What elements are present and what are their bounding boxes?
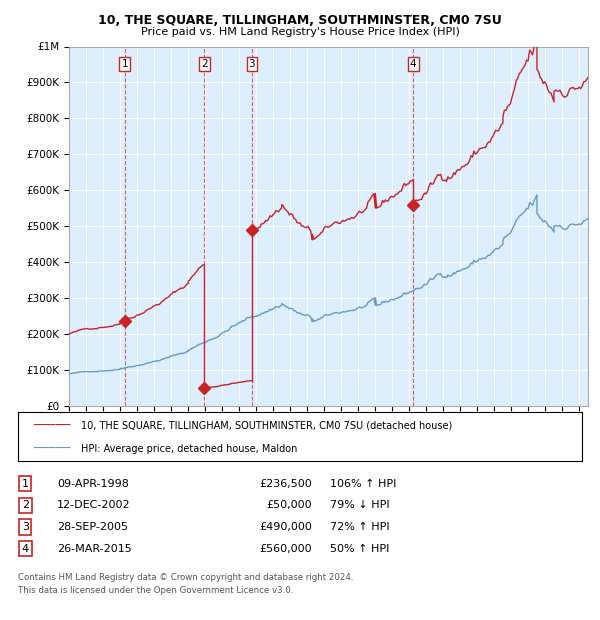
Text: 2: 2 (201, 59, 208, 69)
Text: 10, THE SQUARE, TILLINGHAM, SOUTHMINSTER, CM0 7SU: 10, THE SQUARE, TILLINGHAM, SOUTHMINSTER… (98, 14, 502, 27)
Text: 2: 2 (22, 500, 29, 510)
Text: £50,000: £50,000 (266, 500, 312, 510)
Text: £490,000: £490,000 (259, 522, 312, 532)
Text: 12-DEC-2002: 12-DEC-2002 (57, 500, 131, 510)
Text: HPI: Average price, detached house, Maldon: HPI: Average price, detached house, Mald… (81, 444, 298, 454)
Text: Price paid vs. HM Land Registry's House Price Index (HPI): Price paid vs. HM Land Registry's House … (140, 27, 460, 37)
Text: 106% ↑ HPI: 106% ↑ HPI (330, 479, 397, 489)
Text: 50% ↑ HPI: 50% ↑ HPI (330, 544, 389, 554)
Text: 09-APR-1998: 09-APR-1998 (57, 479, 129, 489)
Text: ─────: ───── (33, 443, 71, 455)
Text: 72% ↑ HPI: 72% ↑ HPI (330, 522, 389, 532)
Text: 26-MAR-2015: 26-MAR-2015 (57, 544, 132, 554)
Text: 4: 4 (22, 544, 29, 554)
Text: 4: 4 (410, 59, 416, 69)
Text: 28-SEP-2005: 28-SEP-2005 (57, 522, 128, 532)
Text: 1: 1 (22, 479, 29, 489)
Text: 10, THE SQUARE, TILLINGHAM, SOUTHMINSTER, CM0 7SU (detached house): 10, THE SQUARE, TILLINGHAM, SOUTHMINSTER… (81, 420, 452, 430)
Text: £236,500: £236,500 (259, 479, 312, 489)
Text: Contains HM Land Registry data © Crown copyright and database right 2024.: Contains HM Land Registry data © Crown c… (18, 572, 353, 582)
Text: 3: 3 (248, 59, 255, 69)
Text: £560,000: £560,000 (259, 544, 312, 554)
Text: 3: 3 (22, 522, 29, 532)
Text: This data is licensed under the Open Government Licence v3.0.: This data is licensed under the Open Gov… (18, 586, 293, 595)
Text: ─────: ───── (33, 419, 71, 432)
Text: 1: 1 (121, 59, 128, 69)
Text: 79% ↓ HPI: 79% ↓ HPI (330, 500, 389, 510)
